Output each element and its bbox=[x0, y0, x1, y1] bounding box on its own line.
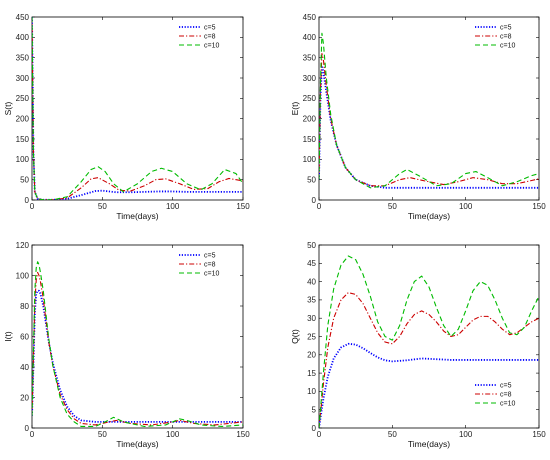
y-tick-label: 20 bbox=[20, 393, 29, 402]
plot-frame bbox=[318, 16, 540, 201]
x-axis-label: Time(days) bbox=[408, 211, 450, 221]
legend-label: c=5 bbox=[204, 253, 216, 260]
y-tick-label: 120 bbox=[16, 241, 30, 250]
legend-label: c=10 bbox=[500, 43, 515, 50]
y-axis-label: S(t) bbox=[3, 101, 13, 115]
y-tick-label: 350 bbox=[16, 53, 30, 62]
legend: c=5 c=8 c=10 bbox=[179, 253, 219, 278]
legend-label: c=8 bbox=[500, 34, 512, 41]
x-tick-label: 150 bbox=[236, 202, 250, 211]
y-tick-label: 400 bbox=[16, 33, 30, 42]
series-line-c=8 bbox=[32, 271, 243, 426]
series-line-c=10 bbox=[32, 17, 243, 200]
chart-panel-3: 0 50 100 150 0 20 40 60 80 100 120 Time(days) I(t) c=… bbox=[3, 241, 250, 449]
y-tick-label: 150 bbox=[303, 135, 317, 144]
legend: c=5 c=8 c=10 bbox=[475, 25, 515, 50]
y-tick-label: 10 bbox=[307, 387, 316, 396]
x-tick-label: 100 bbox=[166, 430, 180, 439]
series-line-c=8 bbox=[319, 292, 539, 428]
x-tick-label: 150 bbox=[532, 430, 546, 439]
y-tick-label: 100 bbox=[16, 155, 30, 164]
x-tick-label: 100 bbox=[459, 202, 473, 211]
y-tick-label: 200 bbox=[16, 114, 30, 123]
x-tick-label: 0 bbox=[30, 202, 35, 211]
legend-label: c=5 bbox=[204, 25, 216, 32]
y-tick-label: 300 bbox=[16, 74, 30, 83]
x-tick-label: 50 bbox=[98, 202, 107, 211]
series-line-c=10 bbox=[32, 261, 243, 428]
legend-label: c=5 bbox=[500, 25, 512, 32]
y-tick-label: 80 bbox=[20, 302, 29, 311]
legend-label: c=10 bbox=[500, 401, 515, 408]
x-tick-label: 0 bbox=[317, 202, 322, 211]
x-axis-label: Time(days) bbox=[116, 439, 158, 449]
x-tick-label: 50 bbox=[98, 430, 107, 439]
y-tick-label: 250 bbox=[303, 94, 317, 103]
x-tick-label: 0 bbox=[317, 430, 322, 439]
legend-label: c=5 bbox=[500, 383, 512, 390]
y-tick-label: 5 bbox=[312, 406, 317, 415]
y-tick-label: 20 bbox=[307, 351, 316, 360]
chart-panel-1: 0 50 100 150 0 50 100 150 200 250 300 350 400 450 Time… bbox=[3, 13, 250, 221]
series-line-c=10 bbox=[319, 255, 539, 428]
legend-label: c=10 bbox=[204, 43, 219, 50]
y-tick-label: 400 bbox=[303, 33, 317, 42]
x-axis-label: Time(days) bbox=[116, 211, 158, 221]
y-tick-label: 35 bbox=[307, 296, 316, 305]
y-tick-label: 300 bbox=[303, 74, 317, 83]
y-tick-label: 150 bbox=[16, 135, 30, 144]
y-tick-label: 25 bbox=[307, 332, 316, 341]
y-tick-label: 450 bbox=[16, 13, 30, 22]
y-tick-label: 250 bbox=[16, 94, 30, 103]
y-tick-label: 30 bbox=[307, 314, 316, 323]
x-tick-label: 150 bbox=[532, 202, 546, 211]
x-tick-label: 50 bbox=[388, 202, 397, 211]
series-line-c=5 bbox=[32, 289, 243, 423]
y-axis-label: I(t) bbox=[3, 331, 13, 342]
legend-label: c=10 bbox=[204, 271, 219, 278]
chart-panel-4: 0 50 100 150 0 5 10 15 20 25 30 35 40 45 50 Time(days) Q… bbox=[290, 241, 546, 449]
y-axis-label: E(t) bbox=[290, 101, 300, 115]
y-tick-label: 40 bbox=[307, 277, 316, 286]
y-tick-label: 0 bbox=[312, 424, 317, 433]
legend: c=5 c=8 c=10 bbox=[179, 25, 219, 50]
chart-panel-2: 0 50 100 150 0 50 100 150 200 250 300 350 400 450 Time… bbox=[290, 13, 546, 221]
y-tick-label: 40 bbox=[20, 363, 29, 372]
y-tick-label: 350 bbox=[303, 53, 317, 62]
y-tick-label: 15 bbox=[307, 369, 316, 378]
x-tick-label: 150 bbox=[236, 430, 250, 439]
y-tick-label: 45 bbox=[307, 259, 316, 268]
x-tick-label: 100 bbox=[459, 430, 473, 439]
legend-label: c=8 bbox=[204, 34, 216, 41]
y-tick-label: 100 bbox=[303, 155, 317, 164]
y-tick-label: 0 bbox=[25, 196, 30, 205]
x-axis-label: Time(days) bbox=[408, 439, 450, 449]
y-tick-label: 0 bbox=[25, 424, 30, 433]
y-tick-label: 200 bbox=[303, 114, 317, 123]
y-tick-label: 50 bbox=[307, 175, 316, 184]
y-axis-label: Q(t) bbox=[290, 329, 300, 344]
y-tick-label: 450 bbox=[303, 13, 317, 22]
x-tick-label: 100 bbox=[166, 202, 180, 211]
y-tick-label: 60 bbox=[20, 332, 29, 341]
plot-frame bbox=[31, 16, 244, 201]
legend-label: c=8 bbox=[204, 262, 216, 269]
series-line-c=5 bbox=[32, 17, 243, 200]
y-tick-label: 0 bbox=[312, 196, 317, 205]
legend-label: c=8 bbox=[500, 392, 512, 399]
y-tick-label: 50 bbox=[307, 241, 316, 250]
series-line-c=5 bbox=[319, 342, 539, 428]
x-tick-label: 50 bbox=[388, 430, 397, 439]
legend: c=5 c=8 c=10 bbox=[475, 383, 515, 408]
series-line-c=10 bbox=[319, 32, 539, 189]
y-tick-label: 100 bbox=[16, 271, 30, 280]
y-tick-label: 50 bbox=[20, 175, 29, 184]
series-line-c=8 bbox=[319, 53, 539, 187]
x-tick-label: 0 bbox=[30, 430, 35, 439]
series-line-c=5 bbox=[319, 64, 539, 189]
